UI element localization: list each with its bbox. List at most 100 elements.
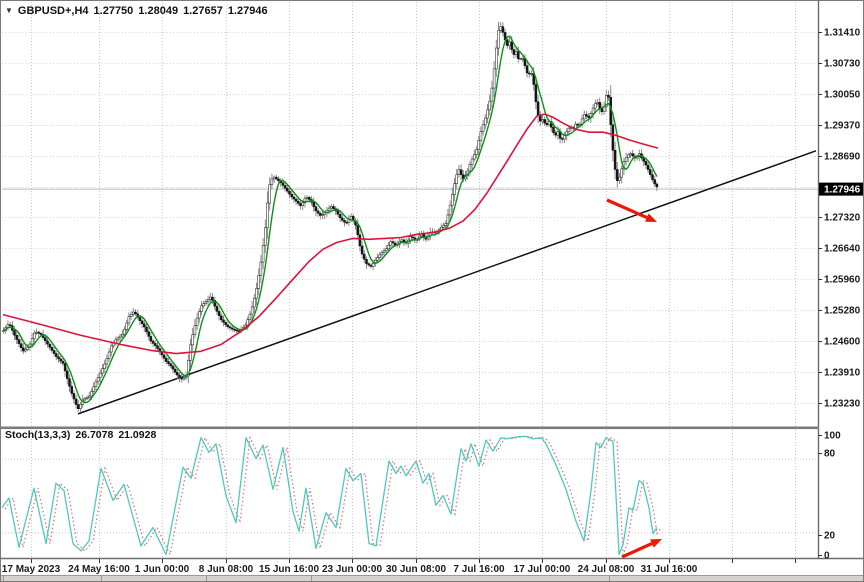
bull-candle xyxy=(497,30,500,49)
time-axis-label: 24 May 16:00 xyxy=(68,564,130,575)
bull-candle xyxy=(272,176,276,180)
bull-candle xyxy=(198,311,201,319)
bear-candle xyxy=(308,197,311,200)
bull-candle xyxy=(105,358,109,365)
chevron-down-icon[interactable]: ▼ xyxy=(5,6,13,15)
bear-candle xyxy=(143,323,146,328)
ohlc-high: 1.28049 xyxy=(138,5,179,17)
bull-candle xyxy=(116,337,120,341)
bull-candle xyxy=(470,158,474,165)
bear-candle xyxy=(365,259,368,264)
bull-candle xyxy=(193,325,197,335)
bear-candle xyxy=(63,363,67,372)
stoch-name: Stoch(13,3,3) xyxy=(5,429,71,441)
red-arrow-annotation[interactable] xyxy=(606,198,657,222)
bear-candle xyxy=(228,326,232,329)
bear-candle xyxy=(151,340,155,344)
ascending-trendline[interactable] xyxy=(77,150,817,415)
bull-candle xyxy=(79,404,82,410)
bull-candle xyxy=(88,395,91,398)
bull-candle xyxy=(578,123,582,126)
time-axis-label: 31 Jul 16:00 xyxy=(641,564,698,575)
red-arrow-annotation[interactable] xyxy=(621,539,662,559)
bull-candle xyxy=(103,363,106,369)
bear-candle xyxy=(512,49,516,55)
bear-candle xyxy=(360,245,364,255)
bear-candle xyxy=(402,239,406,242)
bull-candle xyxy=(187,360,190,377)
bull-candle xyxy=(596,102,599,105)
bear-candle xyxy=(211,296,214,301)
bear-candle xyxy=(536,101,540,115)
stoch-main-value: 26.7078 xyxy=(75,429,114,441)
bear-candle xyxy=(215,305,219,312)
bull-candle xyxy=(121,333,124,337)
stoch-signal-value: 21.0928 xyxy=(118,429,157,441)
bear-candle xyxy=(299,203,302,206)
bull-candle xyxy=(409,236,412,241)
bear-candle xyxy=(72,393,76,400)
arrow-shaft xyxy=(621,542,653,559)
bull-candle xyxy=(200,305,203,312)
bear-candle xyxy=(224,322,227,326)
stoch-axis-label: 80 xyxy=(824,449,836,460)
time-axis[interactable]: 17 May 2023 24 May 16:00 1 Jun 00:00 8 Jun … xyxy=(2,559,796,575)
bull-candle xyxy=(90,391,93,397)
bull-candle xyxy=(477,140,480,150)
bear-candle xyxy=(162,354,166,359)
stoch-axis-label: 0 xyxy=(824,551,830,562)
bear-candle xyxy=(336,210,340,215)
bear-candle xyxy=(501,26,505,33)
bear-candle xyxy=(178,374,181,378)
bull-candle xyxy=(303,198,307,204)
bear-candle xyxy=(363,253,366,260)
bear-candle xyxy=(525,65,529,74)
bear-candle xyxy=(292,196,296,200)
bull-candle xyxy=(387,244,390,250)
bear-candle xyxy=(332,206,335,209)
bull-candle xyxy=(440,226,443,230)
bull-candle xyxy=(508,41,511,46)
bull-candle xyxy=(446,214,450,224)
bull-candle xyxy=(591,107,595,114)
bull-candle xyxy=(99,372,102,378)
price-axis-label: 1.30730 xyxy=(824,59,861,70)
bull-candle xyxy=(451,194,454,206)
arrow-head xyxy=(645,213,657,222)
ma-slow-line xyxy=(2,113,659,355)
bull-candle xyxy=(123,329,126,335)
bear-candle xyxy=(534,84,538,103)
bull-candle xyxy=(530,73,533,75)
price-axis[interactable]: 1.31410 1.30730 1.30050 1.29370 1.28690 1.273… xyxy=(818,28,864,410)
bull-candle xyxy=(567,127,571,133)
bull-candle xyxy=(492,68,496,89)
bull-candle xyxy=(195,317,199,327)
bull-candle xyxy=(127,316,131,324)
bull-candle xyxy=(191,334,194,346)
bear-candle xyxy=(180,377,183,380)
bear-candle xyxy=(169,363,172,367)
bull-candle xyxy=(110,345,113,353)
price-axis-label: 1.31410 xyxy=(824,28,861,39)
bear-candle xyxy=(138,317,142,322)
bear-candle xyxy=(220,315,223,321)
bear-candle xyxy=(598,102,601,109)
pane-separator[interactable] xyxy=(1,426,819,430)
stoch-axis[interactable]: 100 80 20 0 xyxy=(818,431,841,562)
bear-candle xyxy=(561,138,564,140)
bear-candle xyxy=(528,72,531,75)
bull-candle xyxy=(376,257,379,261)
bear-candle xyxy=(358,234,362,247)
bull-candle xyxy=(448,204,452,216)
bull-candle xyxy=(457,169,461,175)
bear-candle xyxy=(61,360,65,364)
bear-candle xyxy=(391,241,395,244)
bear-candle xyxy=(277,178,280,182)
bear-candle xyxy=(297,201,300,204)
bear-candle xyxy=(338,214,342,219)
bull-candle xyxy=(486,109,489,119)
bull-candle xyxy=(484,117,487,126)
bull-candle xyxy=(92,386,95,392)
